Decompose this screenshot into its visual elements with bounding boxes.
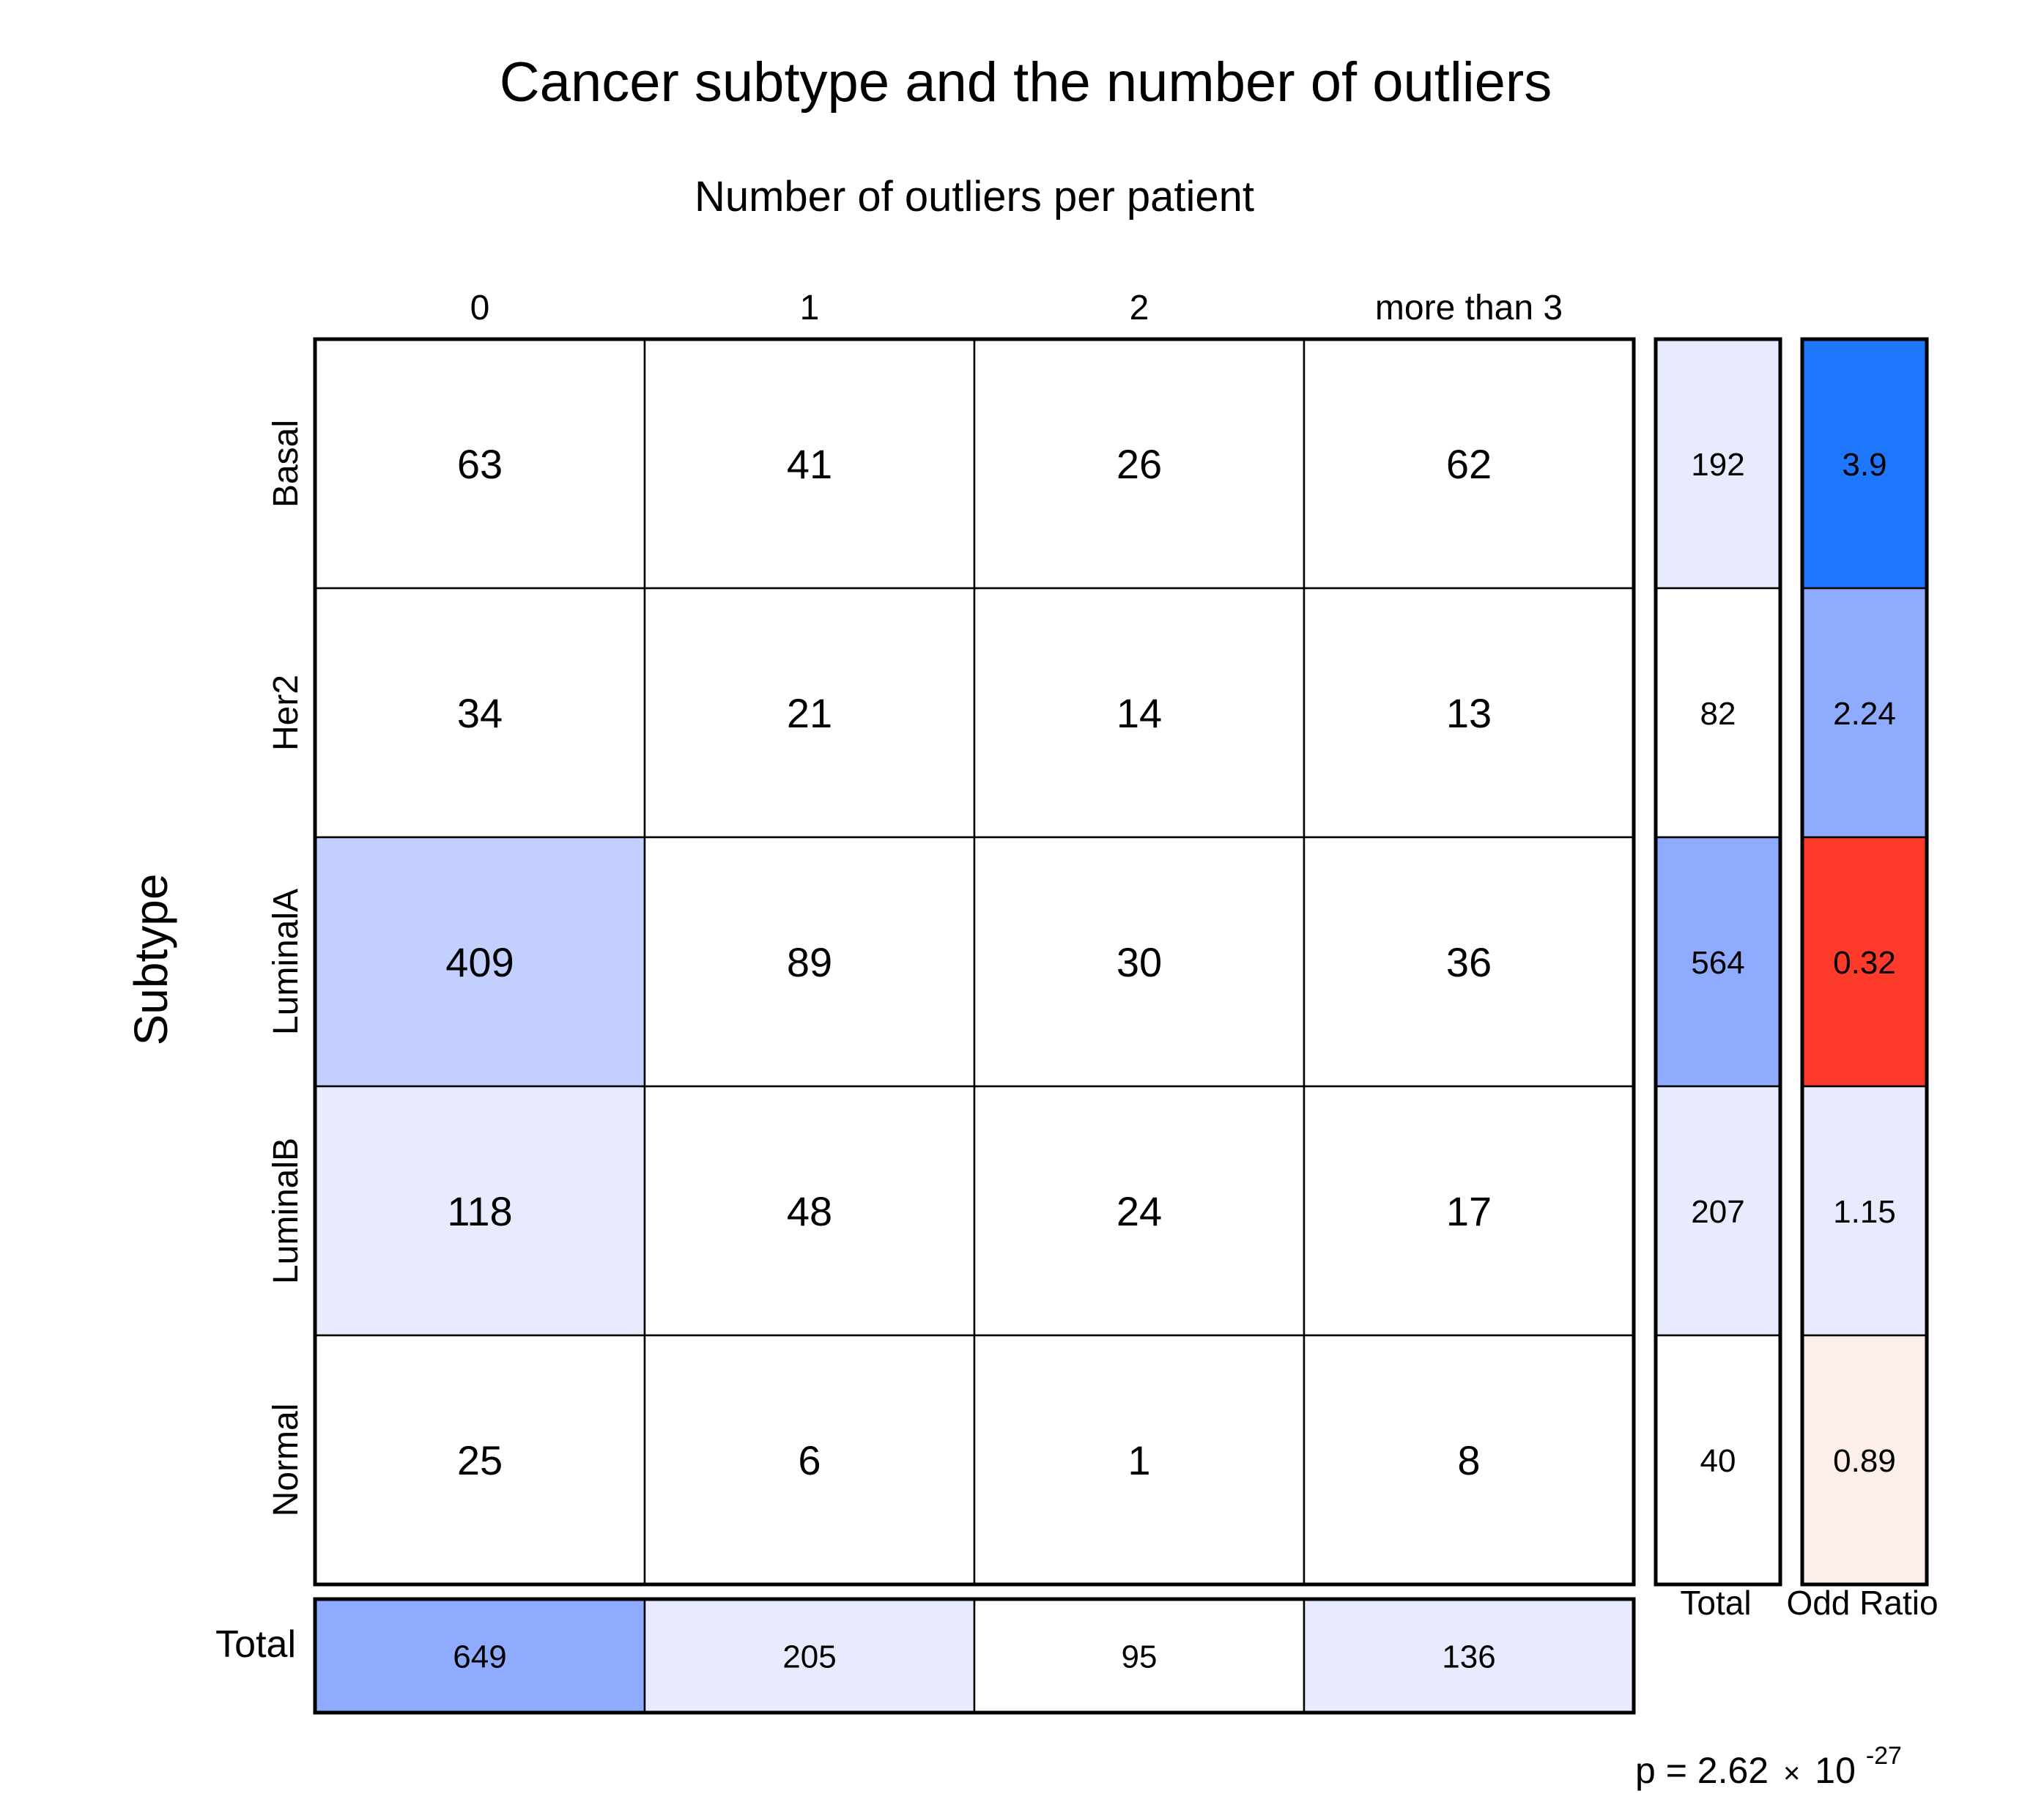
cell-value: 63 [457,441,503,487]
row-total-panel: 192 82 564 207 40 [1654,337,1782,1587]
odds-ratio-header: Odd Ratio [1786,1584,1938,1622]
cell-value: 36 [1446,939,1492,985]
table-cell [1303,587,1635,839]
panel-border [1654,337,1782,1587]
odds-ratio-cell [1801,587,1928,839]
table-border [313,337,1636,1587]
table-cell [973,587,1306,839]
odds-ratio-value: 3.9 [1842,447,1886,483]
column-total-value: 649 [453,1639,506,1675]
table-cell [643,338,976,590]
cell-value: 13 [1446,690,1492,736]
table-cell [314,836,646,1088]
panel-border [1800,337,1929,1587]
column-total-cell [314,1598,646,1714]
cell-value: 30 [1117,939,1162,985]
column-total-value: 95 [1122,1639,1158,1675]
table-cell [643,1085,976,1337]
table-cell [973,1334,1306,1586]
row-label: LuminalA [267,889,306,1035]
row-total-value: 82 [1700,696,1736,732]
cell-value: 118 [447,1188,512,1234]
row-label: LuminalB [267,1138,306,1284]
cell-value: 25 [457,1437,503,1483]
table-cell [643,587,976,839]
cell-value: 409 [445,939,514,985]
row-label: Normal [267,1404,306,1517]
x-axis-title: Number of outliers per patient [695,173,1254,220]
cell-value: 89 [787,939,832,985]
table-cell [1303,836,1635,1088]
column-total-cell [643,1598,976,1714]
table-cell [1303,1085,1635,1337]
table-cell [314,1085,646,1337]
p-value-times: × [1783,1757,1800,1790]
cell-value: 8 [1457,1437,1480,1483]
column-total-label: Total [215,1623,296,1666]
column-total-value: 205 [782,1639,836,1675]
row-label: Basal [267,420,306,508]
table-cell [643,836,976,1088]
chart-headers: Cancer subtype and the number of outlier… [125,51,1939,1666]
contingency-table: 63 41 26 62 34 21 14 13 409 89 30 36 118 48 24 17 25 6 1 8 [313,337,1636,1587]
cell-value: 24 [1117,1188,1162,1234]
table-cell [973,1085,1306,1337]
table-cell [314,1334,646,1586]
column-label: 1 [800,289,820,327]
p-value-label: p = 2.62 × 10 -27 [1635,1742,1902,1791]
cell-value: 34 [457,690,503,736]
table-cell [1303,1334,1635,1586]
column-labels: 0 1 2 more than 3 [470,289,1563,327]
row-total-cell [1654,836,1782,1088]
table-cell [1303,338,1635,590]
chart-title: Cancer subtype and the number of outlier… [500,51,1552,114]
cell-value: 62 [1446,441,1492,487]
cell-value: 41 [787,441,832,487]
column-label: 2 [1130,289,1149,327]
p-value-prefix: p = 2.62 [1635,1750,1769,1791]
cell-value: 14 [1117,690,1162,736]
odds-ratio-value: 0.89 [1833,1443,1896,1479]
row-total-value: 40 [1700,1443,1736,1479]
column-label: more than 3 [1375,289,1563,327]
cell-value: 6 [798,1437,821,1483]
cell-value: 17 [1446,1188,1492,1234]
p-value-exponent: -27 [1866,1742,1902,1770]
row-total-header: Total [1680,1584,1751,1622]
row-total-value: 207 [1691,1194,1744,1230]
table-cell [643,1334,976,1586]
column-total-panel: 649 205 95 136 [313,1597,1636,1715]
cell-value: 26 [1117,441,1162,487]
odds-ratio-panel: 3.9 2.24 0.32 1.15 0.89 [1800,337,1929,1587]
row-labels: Basal Her2 LuminalA LuminalB Normal [267,420,306,1516]
cell-value: 48 [787,1188,832,1234]
column-label: 0 [470,289,490,327]
row-label: Her2 [267,675,306,751]
odds-ratio-value: 1.15 [1833,1194,1896,1230]
row-total-cell [1654,587,1782,839]
row-total-value: 564 [1691,945,1744,981]
row-total-value: 192 [1691,447,1744,483]
cell-value: 1 [1127,1437,1150,1483]
p-value-base: 10 [1815,1750,1856,1791]
column-total-value: 136 [1442,1639,1495,1675]
odds-ratio-cell [1801,1334,1928,1586]
odds-ratio-value: 0.32 [1833,945,1896,981]
odds-ratio-value: 2.24 [1833,696,1896,732]
cell-value: 21 [787,690,832,736]
y-axis-title: Subtype [125,874,177,1046]
table-cell [973,836,1306,1088]
panel-border [313,1597,1636,1715]
